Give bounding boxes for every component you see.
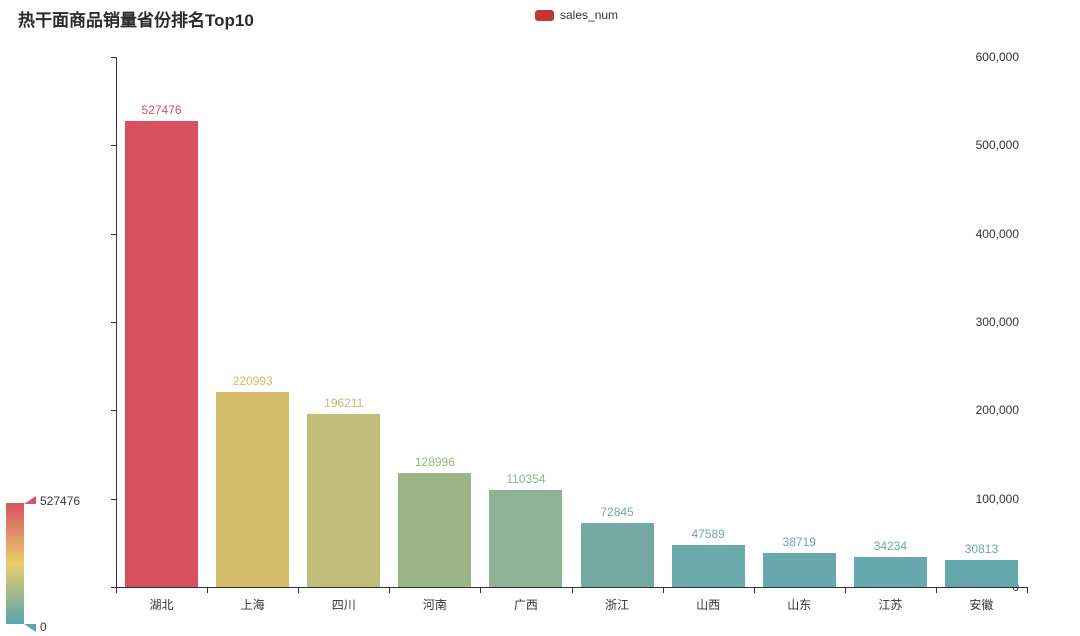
x-axis-tick (935, 588, 937, 593)
visualmap-max-label: 527476 (40, 494, 81, 508)
x-axis-category-label: 山东 (787, 598, 812, 612)
x-axis-category-label: 安徽 (969, 598, 994, 612)
y-axis-tick (111, 410, 116, 412)
y-axis-tick (111, 322, 116, 323)
x-axis-category-label: 四川 (331, 598, 356, 612)
x-axis-category-label: 山西 (696, 598, 721, 612)
x-axis-tick (1027, 588, 1028, 593)
visualmap-gradient-bar[interactable] (6, 503, 24, 624)
y-axis-tick-label: 200,000 (975, 403, 1019, 418)
bar-山东[interactable] (762, 553, 836, 587)
bar-value-label: 196211 (324, 396, 364, 410)
legend-label: sales_num (560, 8, 619, 22)
x-axis-tick (298, 588, 300, 593)
x-axis-category-label: 上海 (240, 598, 265, 612)
x-axis-category-label: 浙江 (605, 598, 630, 612)
y-axis-tick-label: 0 (1012, 580, 1019, 594)
bar-value-label: 527476 (141, 103, 182, 117)
bar-广西[interactable] (489, 490, 563, 587)
x-axis-tick (480, 588, 482, 593)
x-axis-tick (571, 588, 573, 593)
legend-swatch-icon (535, 9, 554, 21)
y-axis-tick-label: 500,000 (975, 138, 1019, 153)
bar-江苏[interactable] (853, 557, 927, 587)
bar-value-label: 110354 (506, 472, 546, 486)
x-axis-category-label: 湖北 (149, 598, 174, 612)
x-axis-line (116, 587, 1028, 588)
bar-value-label: 72845 (600, 505, 634, 519)
bar-value-label: 38719 (782, 535, 816, 549)
bar-value-label: 34234 (873, 539, 908, 553)
y-axis-tick (111, 233, 116, 235)
x-axis-category-label: 广西 (513, 598, 538, 612)
y-axis-tick-label: 600,000 (975, 50, 1019, 64)
bar-上海[interactable] (216, 392, 290, 587)
y-axis-tick (111, 498, 116, 500)
chart-title: 热干面商品销量省份排名Top10 (18, 11, 254, 30)
x-axis-tick (389, 588, 391, 593)
y-axis-tick-label: 100,000 (975, 491, 1019, 506)
y-axis-tick (111, 145, 116, 147)
x-axis-tick (116, 588, 117, 593)
bar-value-label: 220993 (232, 374, 273, 388)
visualmap-max-handle-icon[interactable] (24, 496, 36, 504)
visualmap: 527476 0 (6, 494, 106, 636)
bar-value-label: 128996 (414, 455, 455, 469)
y-axis-tick-label: 300,000 (975, 315, 1019, 329)
visualmap-min-handle-icon[interactable] (24, 624, 36, 632)
bar-湖北[interactable] (125, 121, 199, 587)
bar-安徽[interactable] (944, 560, 1018, 587)
bar-value-label: 47589 (691, 527, 725, 541)
x-axis-category-label: 河南 (422, 598, 447, 612)
x-axis-tick (207, 588, 209, 593)
legend-item-sales-num[interactable]: sales_num (535, 8, 618, 22)
y-axis-tick (111, 57, 116, 58)
y-axis-tick (111, 587, 116, 588)
x-axis-tick (753, 588, 755, 593)
y-axis-tick-label: 400,000 (975, 226, 1019, 241)
bar-浙江[interactable] (580, 523, 654, 587)
visualmap-min-label: 0 (40, 620, 47, 634)
x-axis-tick (662, 588, 664, 593)
x-axis-tick (844, 588, 846, 593)
bar-河南[interactable] (398, 473, 472, 587)
plot-area: 0 100,000 200,000 300,000 400,000 500,000 600,… (111, 50, 1028, 612)
y-axis-line (116, 57, 117, 588)
bar-value-label: 30813 (964, 542, 999, 556)
bar-四川[interactable] (307, 414, 381, 587)
bar-山西[interactable] (671, 545, 745, 587)
x-axis-category-label: 江苏 (878, 598, 903, 612)
